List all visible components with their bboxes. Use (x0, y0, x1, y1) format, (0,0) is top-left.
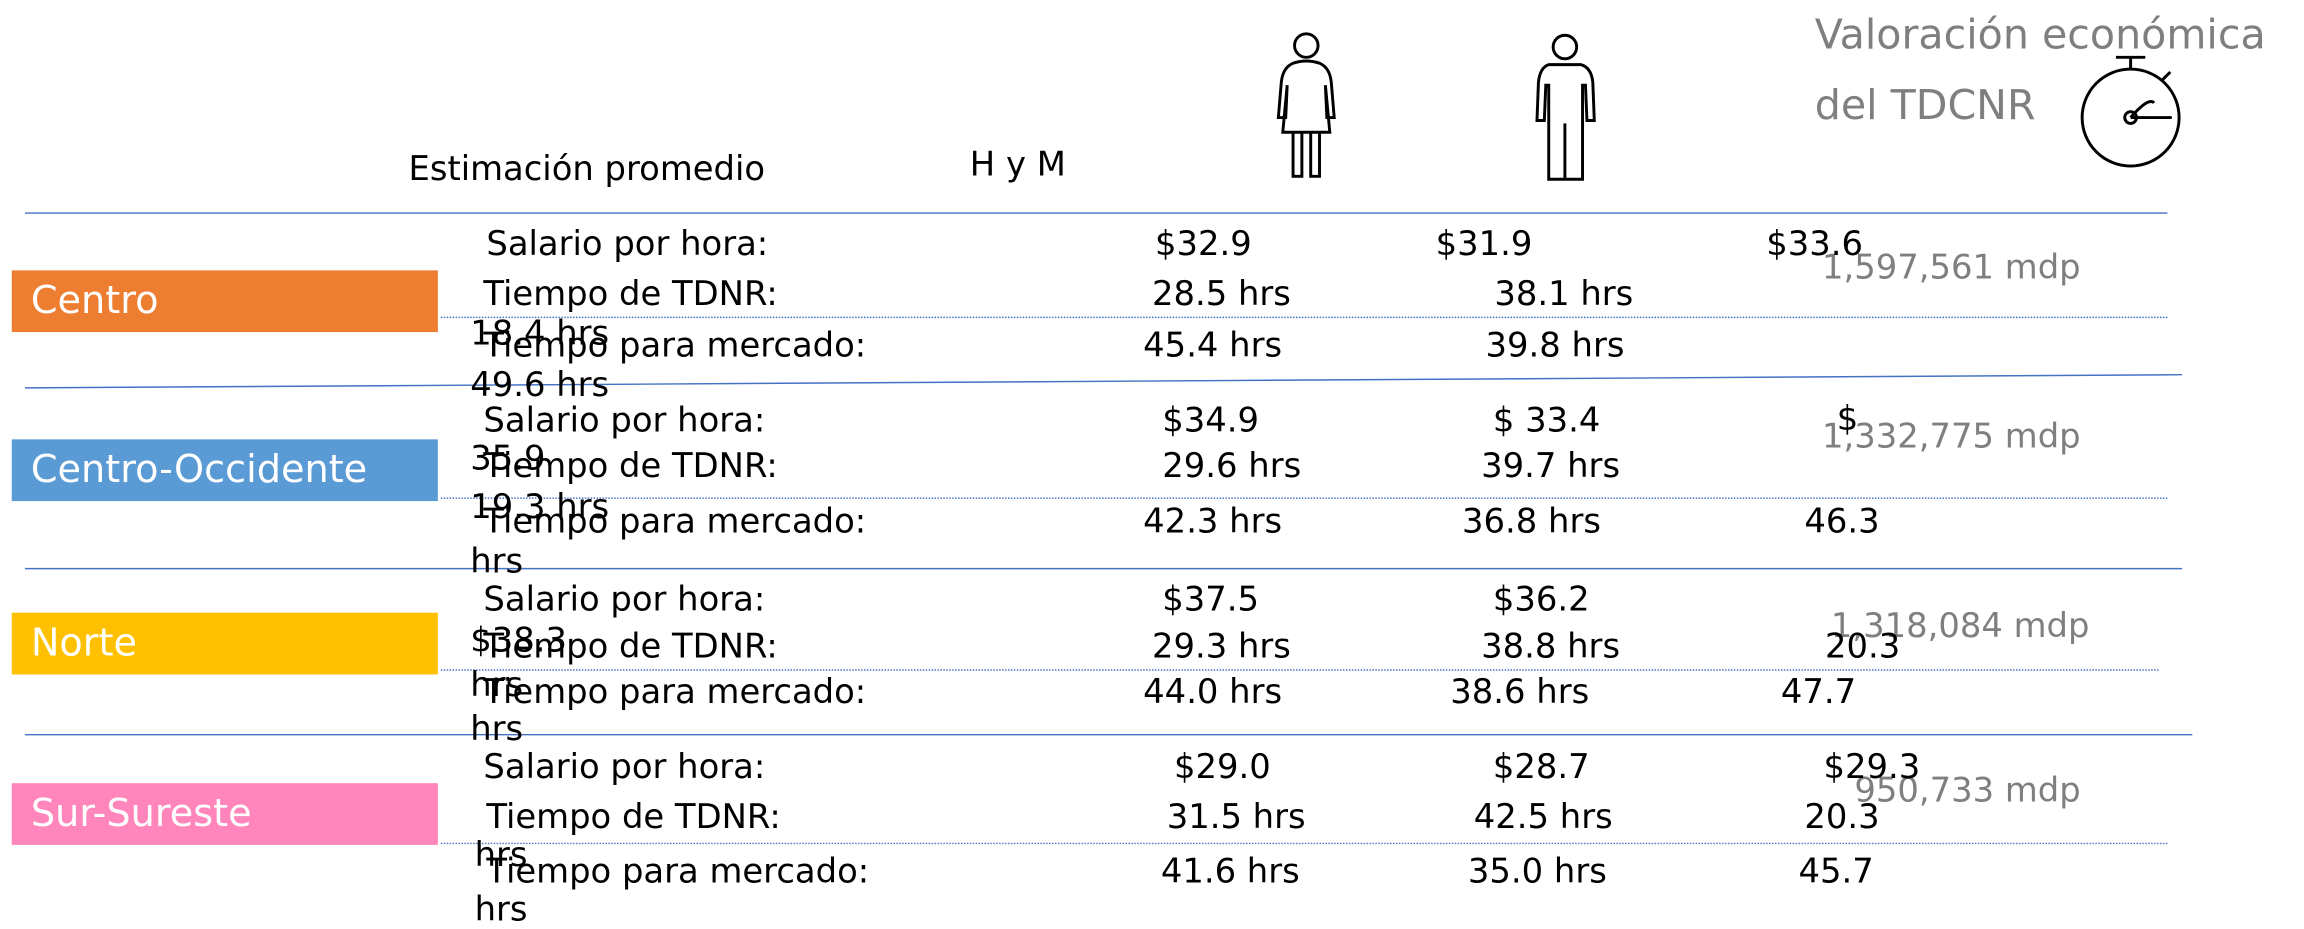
row-label: Tiempo de TDNR: (483, 628, 778, 667)
value-women: 39.8 hrs (1485, 326, 1625, 366)
value-hm: 45.4 hrs (1143, 326, 1283, 366)
value-men: $33.6 (1766, 225, 1863, 264)
value-hm: $32.9 (1154, 225, 1252, 264)
value-women: 42.5 hrs (1473, 798, 1613, 837)
region-label: Sur-Sureste (11, 783, 438, 845)
male-icon (1535, 33, 1596, 181)
value-men: 20.3 (1804, 798, 1880, 837)
value-men: hrs (470, 666, 524, 705)
value-men: hrs (474, 891, 528, 929)
region-name: Centro-Occidente (30, 448, 368, 493)
value-hm: 29.6 hrs (1162, 447, 1302, 486)
valuation: 1,332,775 mdp (1822, 418, 2081, 457)
row-label: Salario por hora: (486, 225, 769, 264)
region-label: Centro (11, 270, 438, 333)
value-women: 35.0 hrs (1467, 852, 1607, 892)
value-men: 47.7 (1780, 673, 1857, 712)
value-men: $29.3 (1823, 748, 1921, 787)
region-name: Sur-Sureste (30, 792, 252, 837)
value-men: 46.3 (1804, 503, 1880, 542)
stopwatch-icon (2080, 55, 2181, 168)
region-label: Norte (11, 612, 438, 675)
row-label: Salario por hora: (483, 401, 766, 441)
row-label: Tiempo de TDNR: (483, 447, 778, 486)
region-name: Centro (30, 279, 159, 324)
value-men: hrs (470, 710, 524, 749)
value-men: $ (1836, 400, 1859, 439)
row-label: Tiempo para mercado: (486, 852, 870, 892)
valuation: 950,733 mdp (1854, 772, 2081, 811)
title: del TDCNR (1814, 80, 2036, 130)
value-men: 45.7 (1798, 852, 1874, 892)
value-hm: $37.5 (1162, 581, 1260, 620)
value-women: 38.8 hrs (1481, 628, 1621, 667)
value-hm: 44.0 hrs (1143, 673, 1283, 712)
row-label: Salario por hora: (483, 748, 766, 787)
value-women: $28.7 (1492, 748, 1590, 787)
value-men: 19.3 hrs (470, 488, 610, 527)
row-label: Salario por hora: (483, 581, 766, 620)
value-hm: 29.3 hrs (1152, 628, 1291, 667)
value-men: hrs (470, 542, 524, 582)
region-label: Centro-Occidente (11, 439, 438, 502)
row-label: Tiempo de TDNR: (486, 798, 781, 837)
value-men: 18.4 hrs (470, 315, 610, 354)
valuation: 1,597,561 mdp (1822, 249, 2081, 288)
female-icon (1276, 32, 1336, 178)
value-men: 49.6 hrs (470, 366, 610, 405)
value-hm: 41.6 hrs (1160, 852, 1300, 892)
value-women: $ 33.4 (1492, 401, 1601, 441)
value-women: $36.2 (1492, 581, 1590, 620)
value-hm: $34.9 (1162, 401, 1260, 441)
title: Valoración económica (1814, 10, 2266, 59)
region-name: Norte (30, 621, 138, 666)
column-header: Estimación promedio (408, 150, 766, 189)
row-label: Tiempo para mercado: (483, 673, 867, 712)
value-women: 38.1 hrs (1494, 275, 1634, 314)
separators (24, 212, 2193, 736)
value-women: 36.8 hrs (1462, 503, 1601, 542)
value-women: 39.7 hrs (1481, 447, 1621, 486)
row-label: Tiempo para mercado: (483, 503, 867, 542)
value-hm: 42.3 hrs (1143, 503, 1283, 542)
column-header: H y M (969, 146, 1066, 185)
row-label: Tiempo para mercado: (483, 326, 867, 366)
value-women: $31.9 (1435, 225, 1533, 264)
value-women: 38.6 hrs (1450, 673, 1590, 712)
valuation: 1,318,084 mdp (1830, 607, 2090, 646)
value-hm: 31.5 hrs (1166, 798, 1306, 837)
value-men: 20.3 (1824, 628, 1901, 667)
value-men: hrs (474, 836, 528, 876)
value-men: 35.9 (470, 440, 546, 479)
value-men: $38.3 (470, 622, 567, 661)
value-hm: 28.5 hrs (1152, 275, 1291, 314)
row-label: Tiempo de TDNR: (483, 275, 778, 314)
value-hm: $29.0 (1174, 748, 1271, 787)
